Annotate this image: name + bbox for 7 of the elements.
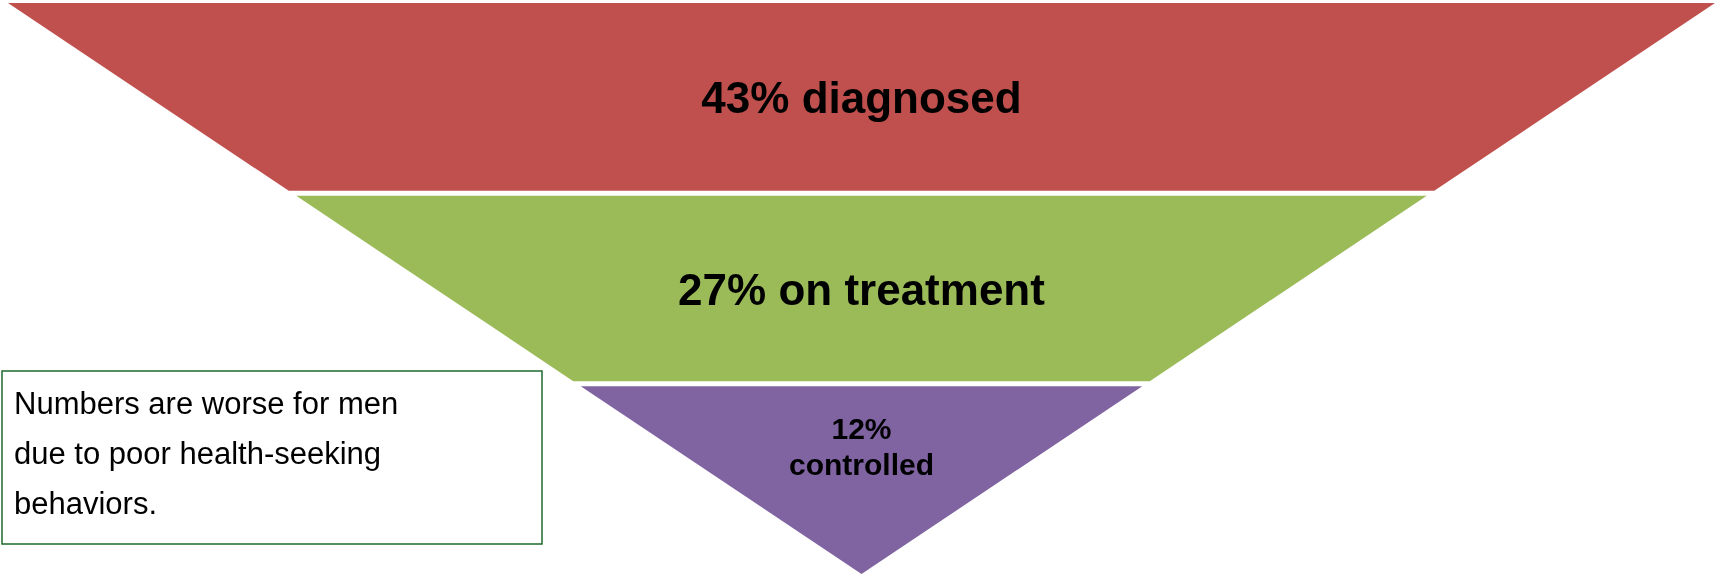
- text: Numbers are worse for men due to poor health-seeking behaviors.: [14, 386, 399, 521]
- data-label: 12%: [831, 411, 892, 445]
- category-label: on treatment: [766, 264, 1046, 313]
- data-label: 43%: [701, 72, 790, 122]
- category-label: diagnosed: [789, 72, 1022, 122]
- category-label: controlled: [788, 447, 935, 481]
- data-label: 27%: [678, 264, 767, 313]
